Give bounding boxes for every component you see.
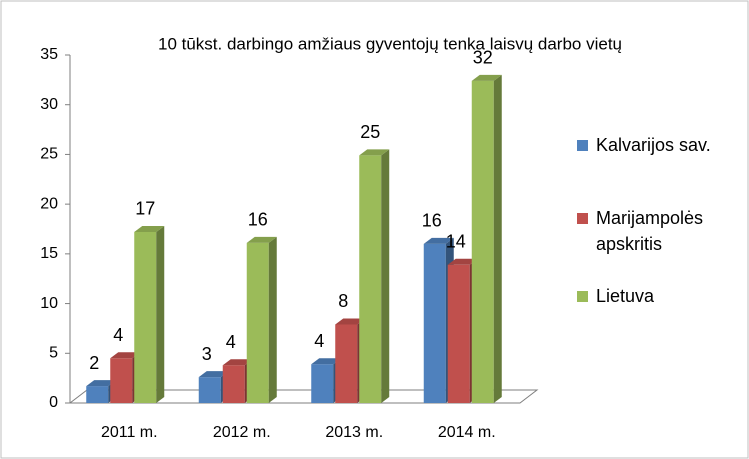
bar-front bbox=[134, 231, 157, 403]
bar-top bbox=[134, 225, 165, 232]
bar-top bbox=[222, 359, 253, 366]
data-label: 16 bbox=[248, 210, 268, 230]
bar-top bbox=[359, 149, 390, 156]
data-label: 8 bbox=[338, 291, 348, 311]
bar-front bbox=[447, 264, 470, 403]
bar-front bbox=[471, 80, 494, 403]
x-tick-label: 2012 m. bbox=[213, 424, 271, 441]
bar-front bbox=[86, 386, 109, 403]
bar-front bbox=[246, 242, 269, 403]
data-label: 4 bbox=[113, 325, 123, 345]
bar-front bbox=[335, 324, 358, 403]
bar-side bbox=[156, 225, 165, 403]
x-tick-label: 2014 m. bbox=[438, 424, 496, 441]
legend-label: Lietuva bbox=[596, 286, 655, 306]
bar bbox=[471, 74, 502, 403]
bar-top bbox=[198, 371, 229, 378]
bar-front bbox=[198, 377, 221, 403]
chart-title: 10 tūkst. darbingo amžiaus gyventojų ten… bbox=[158, 34, 622, 53]
bar-top bbox=[471, 74, 502, 81]
data-label: 3 bbox=[202, 344, 212, 364]
y-tick-label: 15 bbox=[40, 245, 58, 262]
y-tick-label: 0 bbox=[49, 394, 58, 411]
x-tick-label: 2011 m. bbox=[101, 424, 158, 441]
data-label: 16 bbox=[422, 211, 442, 231]
y-tick-label: 30 bbox=[40, 96, 58, 113]
legend-item: Lietuva bbox=[577, 283, 747, 309]
legend-swatch bbox=[577, 140, 588, 151]
legend-swatch bbox=[577, 291, 588, 302]
bar bbox=[134, 225, 165, 403]
y-tick-label: 25 bbox=[40, 146, 58, 163]
y-tick-label: 20 bbox=[40, 195, 58, 212]
legend-item: Marijampolės apskritis bbox=[577, 205, 747, 257]
bar-front bbox=[359, 155, 382, 403]
data-label: 25 bbox=[360, 122, 380, 142]
data-label: 4 bbox=[226, 332, 236, 352]
bar-side bbox=[381, 149, 390, 403]
bar-front bbox=[110, 358, 133, 403]
bar-top bbox=[423, 237, 454, 244]
bar-top bbox=[86, 380, 117, 387]
data-label: 2 bbox=[89, 353, 99, 373]
bar bbox=[246, 236, 277, 403]
legend-swatch bbox=[577, 213, 588, 224]
y-tick-label: 5 bbox=[49, 345, 58, 362]
bar-front bbox=[423, 243, 446, 403]
legend-label: Kalvarijos sav. bbox=[596, 135, 711, 155]
data-label: 14 bbox=[446, 232, 466, 252]
bar-top bbox=[447, 258, 478, 265]
legend-label: Marijampolės apskritis bbox=[596, 208, 704, 254]
bar-front bbox=[222, 365, 245, 403]
bar-side bbox=[268, 236, 277, 403]
bar bbox=[359, 149, 390, 403]
legend-item: Kalvarijos sav. bbox=[577, 132, 747, 158]
bar-top bbox=[246, 236, 277, 243]
bar-side bbox=[493, 74, 502, 403]
data-label: 32 bbox=[473, 48, 493, 68]
bar-top bbox=[311, 358, 342, 365]
data-label: 4 bbox=[314, 331, 324, 351]
bar-top bbox=[110, 352, 141, 359]
bar-top bbox=[335, 318, 366, 325]
data-label: 17 bbox=[135, 199, 155, 219]
bar-front bbox=[311, 364, 334, 403]
x-tick-label: 2013 m. bbox=[325, 424, 383, 441]
y-tick-label: 35 bbox=[40, 46, 58, 63]
y-tick-label: 10 bbox=[40, 295, 58, 312]
